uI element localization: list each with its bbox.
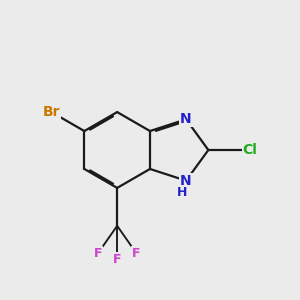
Text: Cl: Cl	[243, 143, 257, 157]
Text: F: F	[113, 253, 122, 266]
Text: H: H	[177, 186, 187, 199]
Text: N: N	[180, 174, 192, 188]
Text: N: N	[180, 112, 192, 126]
Text: F: F	[132, 247, 141, 260]
Text: Br: Br	[43, 105, 60, 119]
Text: F: F	[94, 247, 102, 260]
